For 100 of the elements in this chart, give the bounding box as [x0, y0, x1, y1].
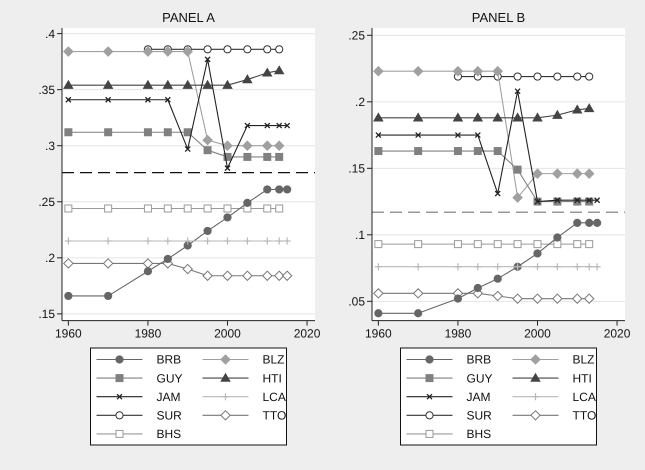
legend-label: BLZ [572, 352, 595, 367]
point [202, 270, 213, 281]
point [553, 262, 562, 271]
point [182, 264, 193, 274]
point [63, 46, 74, 57]
point [182, 46, 193, 57]
point [454, 240, 462, 248]
point [373, 288, 384, 298]
y-tick-label: .4 [44, 26, 56, 41]
point [203, 226, 212, 236]
y-tick-label: .35 [38, 82, 56, 97]
x-tick-label: 2000 [214, 326, 242, 341]
y-tick-label: .1 [354, 228, 366, 242]
point [242, 74, 252, 84]
point [573, 218, 582, 227]
point [414, 309, 422, 318]
point [103, 46, 114, 57]
point [494, 240, 502, 248]
point [263, 236, 272, 246]
point [283, 185, 292, 194]
point [492, 290, 503, 302]
point [63, 258, 74, 269]
point [454, 132, 462, 138]
point [413, 288, 424, 298]
point [474, 262, 482, 271]
x-tick-label: 1960 [55, 326, 82, 341]
point [223, 45, 232, 54]
point [104, 96, 112, 103]
point [282, 270, 292, 281]
y-tick-label: .2 [44, 251, 56, 266]
point [512, 294, 523, 304]
point [164, 204, 172, 212]
point [494, 190, 501, 197]
point [593, 218, 602, 227]
point [585, 218, 594, 227]
point [514, 240, 522, 248]
point [492, 66, 503, 76]
point [414, 147, 422, 156]
point [275, 45, 284, 54]
point [274, 270, 284, 281]
point [103, 80, 114, 89]
x-tick-label: 1980 [444, 326, 472, 341]
point [202, 80, 212, 89]
legend-label: TTO [572, 408, 596, 422]
point [222, 140, 233, 151]
point [514, 88, 521, 94]
point [262, 270, 272, 281]
point [262, 68, 272, 77]
point [264, 122, 270, 129]
y-tick-label: .2 [354, 95, 366, 110]
point [414, 262, 422, 271]
point [184, 146, 191, 152]
legend-label: JAM [156, 390, 181, 404]
y-tick-label: .25 [348, 28, 366, 43]
point [243, 45, 252, 54]
point [275, 152, 284, 161]
point [474, 284, 482, 292]
point [224, 164, 231, 172]
point [533, 262, 542, 271]
point [144, 204, 152, 212]
point [244, 122, 251, 129]
point [283, 236, 292, 246]
point [474, 240, 482, 248]
point [553, 72, 562, 81]
point [585, 240, 594, 248]
point [554, 197, 561, 204]
point [164, 96, 171, 103]
point [144, 96, 152, 103]
point [164, 128, 172, 136]
point [413, 66, 424, 76]
point [513, 72, 522, 81]
point [553, 240, 562, 248]
point [472, 66, 483, 76]
point [243, 236, 252, 246]
point [584, 168, 594, 179]
point [512, 112, 522, 122]
point [184, 236, 192, 246]
point [532, 168, 543, 179]
point [573, 240, 582, 248]
point [494, 274, 502, 283]
point [374, 262, 382, 271]
point [104, 128, 112, 136]
point [552, 110, 562, 119]
point [184, 128, 192, 136]
point [104, 204, 112, 212]
point [243, 198, 252, 207]
point [454, 262, 462, 271]
point [143, 80, 153, 89]
point [375, 132, 382, 138]
point [202, 135, 213, 146]
point [573, 72, 582, 81]
point [413, 112, 424, 122]
point [104, 236, 112, 246]
y-tick-label: .15 [348, 162, 366, 176]
point [474, 147, 482, 156]
point [474, 132, 481, 138]
point [552, 294, 562, 304]
y-tick-label: .05 [348, 294, 366, 309]
legend-label: BRB [466, 352, 492, 367]
point [593, 262, 602, 271]
